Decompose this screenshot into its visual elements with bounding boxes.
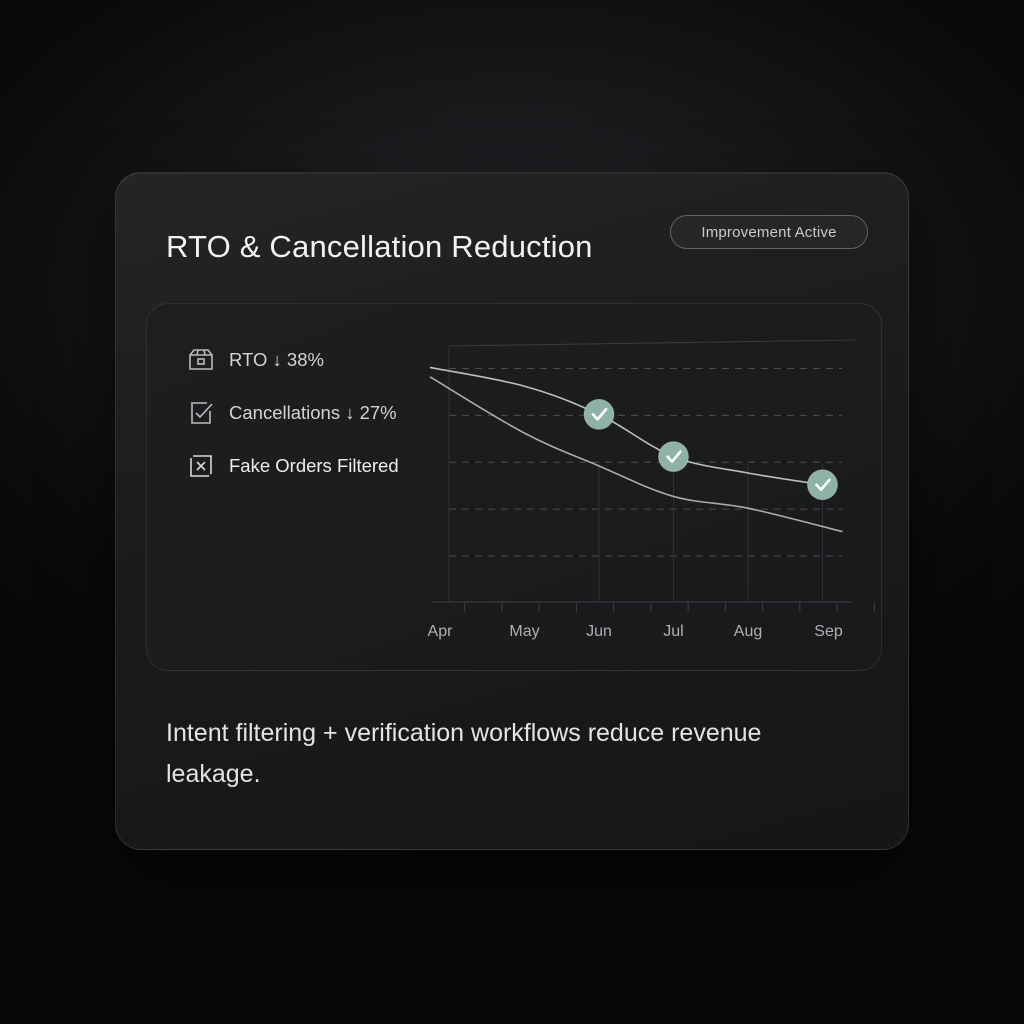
- x-tick-label: May: [509, 623, 539, 640]
- check-icon: [591, 408, 608, 421]
- x-tick-label: Jun: [586, 623, 612, 640]
- x-tick-label: Aug: [734, 623, 762, 640]
- metric-label: RTO ↓ 38%: [229, 349, 324, 370]
- chart-panel: RTO ↓ 38% Cancellations ↓ 27%: [146, 303, 882, 671]
- line-chart: Apr May Jun Jul Aug Sep: [428, 339, 875, 640]
- series-line-2: [429, 376, 843, 533]
- rto-card: RTO & Cancellation Reduction Improvement…: [115, 172, 909, 850]
- series-line-1: [429, 366, 823, 486]
- metric-label: Cancellations ↓ 27%: [229, 402, 397, 423]
- card-description: Intent filtering + verification workflow…: [166, 719, 762, 788]
- x-tick-label: Apr: [428, 623, 454, 640]
- x-tick-label: Sep: [814, 623, 843, 640]
- status-badge: Improvement Active: [670, 215, 868, 249]
- metric-label: Fake Orders Filtered: [229, 455, 399, 476]
- metric-rto: RTO ↓ 38%: [187, 346, 324, 374]
- check-marker: [583, 398, 615, 430]
- check-icon: [815, 478, 831, 492]
- checkbox-icon: [187, 399, 215, 427]
- check-icon: [666, 450, 682, 463]
- metric-fake-orders: Fake Orders Filtered: [187, 452, 399, 480]
- plot-top-edge: [448, 339, 858, 347]
- check-marker: [658, 441, 689, 473]
- metric-cancellations: Cancellations ↓ 27%: [187, 399, 397, 427]
- x-box-icon: [187, 452, 215, 480]
- check-marker: [807, 469, 838, 501]
- box-icon: [187, 346, 215, 374]
- card-title: RTO & Cancellation Reduction: [166, 229, 593, 264]
- x-tick-label: Jul: [663, 623, 683, 640]
